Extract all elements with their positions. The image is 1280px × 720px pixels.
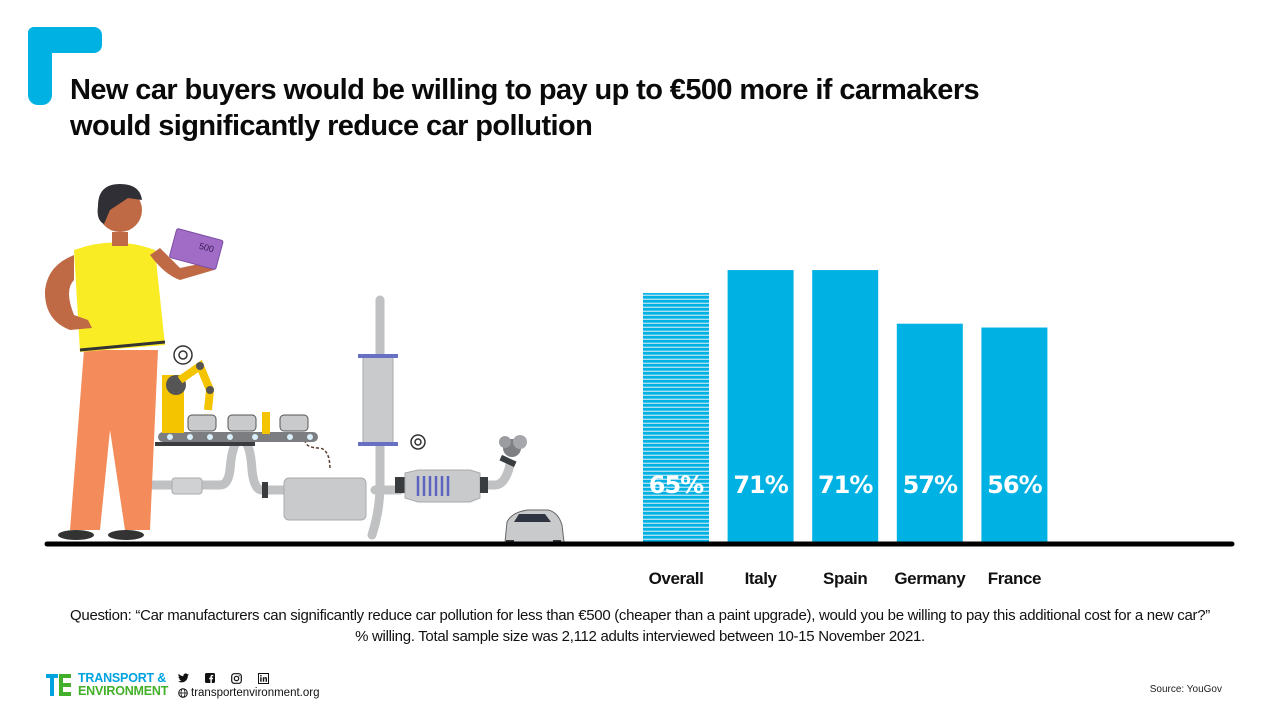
catalytic-converter (395, 469, 488, 503)
bar-italy (727, 270, 794, 542)
instagram-icon[interactable] (231, 672, 242, 684)
category-label-overall: Overall (649, 569, 704, 588)
value-label-italy: 71% (733, 471, 788, 499)
smoke-icon (499, 435, 527, 468)
twitter-icon[interactable] (178, 673, 189, 683)
person-illustration (44, 184, 218, 540)
corner-accent (28, 27, 102, 105)
category-label-italy: Italy (745, 569, 778, 588)
te-logo[interactable]: TRANSPORT & ENVIRONMENT (46, 672, 168, 698)
globe-icon (178, 688, 188, 698)
bar-overall (643, 293, 709, 542)
chart-title-line2: would significantly reduce car pollution (70, 110, 593, 142)
cars-on-belt (187, 414, 309, 432)
conveyor-belt (155, 432, 318, 446)
chart-title: New car buyers would be willing to pay u… (70, 72, 1170, 144)
category-label-france: France (988, 569, 1041, 588)
footnote-sample: % willing. Total sample size was 2,112 a… (355, 628, 925, 645)
linkedin-icon[interactable] (258, 672, 269, 684)
muffler (283, 477, 367, 521)
pipe-joint (171, 477, 203, 495)
value-label-overall: 65% (649, 471, 704, 499)
bar-france (981, 327, 1048, 542)
social-links: transportenvironment.org (178, 671, 319, 699)
banknote-label: 500 (198, 241, 215, 255)
value-label-germany: 57% (903, 471, 958, 499)
footnote-question: Question: “Car manufacturers can signifi… (70, 607, 1210, 624)
banknote-icon: 500 (169, 228, 224, 270)
bar-germany (896, 323, 963, 542)
category-label-germany: Germany (894, 569, 966, 588)
logo-line1: TRANSPORT & (78, 671, 167, 685)
logo-line2: ENVIRONMENT (78, 684, 169, 698)
footnote: Question: “Car manufacturers can signifi… (0, 605, 1280, 647)
gear-icon (173, 345, 426, 450)
bar-spain (812, 270, 879, 542)
silencer (362, 354, 394, 446)
robot-arm (162, 359, 270, 434)
source-label: Source: YouGov (1149, 684, 1222, 695)
chart-title-line1: New car buyers would be willing to pay u… (70, 74, 980, 106)
category-label-spain: Spain (823, 569, 867, 588)
value-label-france: 56% (987, 471, 1042, 499)
website-link[interactable]: transportenvironment.org (191, 687, 320, 699)
facebook-icon[interactable] (205, 673, 215, 683)
value-label-spain: 71% (818, 471, 873, 499)
te-logo-mark-icon (46, 674, 71, 696)
illustration: 500 (44, 184, 565, 545)
